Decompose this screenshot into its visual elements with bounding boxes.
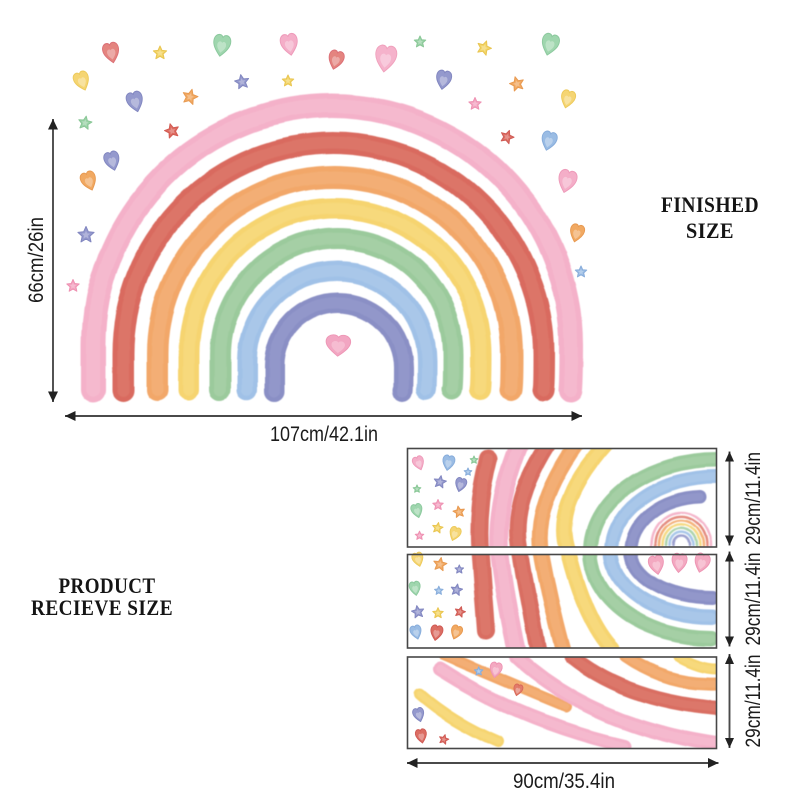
svg-text:29cm/11.4in: 29cm/11.4in bbox=[742, 452, 765, 545]
svg-text:29cm/11.4in: 29cm/11.4in bbox=[742, 655, 765, 748]
svg-text:PRODUCT: PRODUCT bbox=[59, 573, 156, 598]
svg-text:FINISHED: FINISHED bbox=[661, 192, 759, 217]
svg-text:90cm/35.4in: 90cm/35.4in bbox=[513, 770, 615, 793]
svg-text:29cm/11.4in: 29cm/11.4in bbox=[742, 553, 765, 646]
svg-text:RECIEVE SIZE: RECIEVE SIZE bbox=[31, 595, 173, 620]
svg-text:SIZE: SIZE bbox=[686, 218, 734, 243]
svg-text:66cm/26in: 66cm/26in bbox=[25, 217, 48, 303]
svg-text:107cm/42.1in: 107cm/42.1in bbox=[270, 423, 378, 446]
